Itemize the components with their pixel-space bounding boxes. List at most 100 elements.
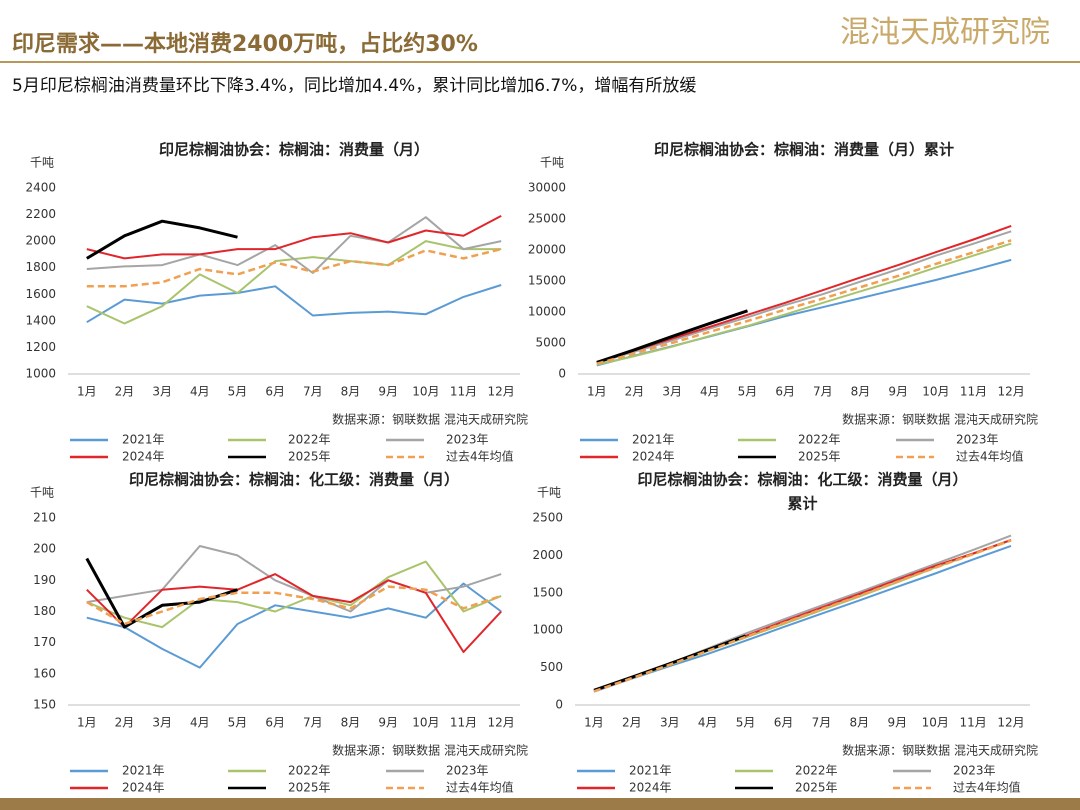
y-axis-label: 千吨 <box>540 156 564 170</box>
y-tick-label: 25000 <box>528 212 566 226</box>
y-tick-label: 1000 <box>532 623 563 637</box>
x-tick-label: 6月 <box>774 716 794 730</box>
x-tick-label: 2月 <box>622 716 642 730</box>
chart-subtitle: 累计 <box>787 495 817 513</box>
x-tick-label: 11月 <box>450 385 477 399</box>
x-tick-label: 10月 <box>922 716 949 730</box>
x-tick-label: 7月 <box>303 385 323 399</box>
legend-label: 过去4年均值 <box>446 780 514 795</box>
legend-label: 2022年 <box>798 433 841 447</box>
series-line <box>596 242 1012 366</box>
series-line <box>86 247 502 288</box>
series-line <box>86 582 502 669</box>
x-tick-label: 6月 <box>775 385 795 399</box>
series-line <box>86 573 502 653</box>
series-line <box>596 309 748 364</box>
legend-label: 2025年 <box>795 781 838 795</box>
y-tick-label: 1200 <box>25 340 56 354</box>
y-axis-label: 千吨 <box>537 486 561 500</box>
slide-title: 印尼需求——本地消费2400万吨，占比约30% <box>12 31 478 57</box>
x-tick-label: 3月 <box>660 716 680 730</box>
y-tick-label: 180 <box>33 604 56 618</box>
series-line <box>593 539 1012 693</box>
y-tick-label: 1500 <box>532 585 563 599</box>
x-tick-label: 4月 <box>190 716 210 730</box>
y-tick-label: 170 <box>33 635 56 649</box>
x-tick-label: 12月 <box>997 716 1024 730</box>
x-tick-label: 3月 <box>662 385 682 399</box>
series-line <box>86 560 502 629</box>
x-tick-label: 5月 <box>228 385 248 399</box>
x-tick-label: 10月 <box>412 716 439 730</box>
legend-label: 过去4年均值 <box>953 780 1021 795</box>
y-tick-label: 150 <box>33 698 56 712</box>
x-tick-label: 6月 <box>265 716 285 730</box>
y-tick-label: 1800 <box>25 260 56 274</box>
y-tick-label: 200 <box>33 542 56 556</box>
legend-label: 2022年 <box>288 764 331 778</box>
legend-label: 2023年 <box>446 764 489 778</box>
legend-label: 过去4年均值 <box>446 449 514 464</box>
legend-label: 2025年 <box>288 781 331 795</box>
x-tick-label: 12月 <box>488 385 515 399</box>
series-line <box>596 224 1012 363</box>
x-tick-label: 7月 <box>813 385 833 399</box>
y-tick-label: 190 <box>33 573 56 587</box>
x-tick-label: 9月 <box>378 716 398 730</box>
legend-label: 2025年 <box>288 450 331 464</box>
y-tick-label: 2200 <box>25 207 56 221</box>
x-tick-label: 1月 <box>77 385 97 399</box>
x-tick-label: 10月 <box>412 385 439 399</box>
logo: 混沌天成研究院 <box>840 15 1050 50</box>
legend-label: 2024年 <box>632 450 675 464</box>
legend-label: 2024年 <box>629 781 672 795</box>
y-tick-label: 1400 <box>25 313 56 327</box>
y-tick-label: 2000 <box>25 234 56 248</box>
y-tick-label: 1600 <box>25 287 56 301</box>
legend-label: 2024年 <box>122 781 165 795</box>
x-tick-label: 12月 <box>998 385 1025 399</box>
legend-label: 2021年 <box>122 764 165 778</box>
y-tick-label: 5000 <box>535 336 566 350</box>
x-tick-label: 5月 <box>738 385 758 399</box>
x-tick-label: 11月 <box>960 385 987 399</box>
x-tick-label: 9月 <box>378 385 398 399</box>
y-tick-label: 20000 <box>528 243 566 257</box>
x-tick-label: 5月 <box>228 716 248 730</box>
x-tick-label: 7月 <box>303 716 323 730</box>
series-line <box>86 284 502 324</box>
x-tick-label: 3月 <box>152 716 172 730</box>
chart-title: 印尼棕榈油协会：棕榈油：消费量（月）累计 <box>654 141 954 159</box>
y-axis-label: 千吨 <box>30 156 54 170</box>
x-tick-label: 8月 <box>850 716 870 730</box>
series-line <box>86 585 502 626</box>
source-note: 数据来源：钢联数据 混沌天成研究院 <box>842 743 1038 758</box>
chart-title: 印尼棕榈油协会：棕榈油：消费量（月） <box>159 141 429 159</box>
x-tick-label: 8月 <box>851 385 871 399</box>
y-tick-label: 2500 <box>532 511 563 525</box>
y-tick-label: 500 <box>540 660 563 674</box>
source-note: 数据来源：钢联数据 混沌天成研究院 <box>332 412 528 427</box>
y-tick-label: 0 <box>558 367 566 381</box>
legend-label: 2021年 <box>629 764 672 778</box>
x-tick-label: 4月 <box>698 716 718 730</box>
y-tick-label: 1000 <box>25 367 56 381</box>
x-tick-label: 1月 <box>584 716 604 730</box>
x-tick-label: 4月 <box>190 385 210 399</box>
x-tick-label: 2月 <box>115 716 135 730</box>
legend-label: 2023年 <box>956 433 999 447</box>
legend-label: 2024年 <box>122 450 165 464</box>
legend-label: 2022年 <box>795 764 838 778</box>
source-note: 数据来源：钢联数据 混沌天成研究院 <box>842 412 1038 427</box>
x-tick-label: 5月 <box>736 716 756 730</box>
y-axis-label: 千吨 <box>30 486 54 500</box>
x-tick-label: 1月 <box>77 716 97 730</box>
x-tick-label: 4月 <box>700 385 720 399</box>
legend-label: 2025年 <box>798 450 841 464</box>
y-tick-label: 10000 <box>528 305 566 319</box>
chart-title: 印尼棕榈油协会：棕榈油：化工级：消费量（月） <box>129 471 459 489</box>
x-tick-label: 8月 <box>341 385 361 399</box>
y-tick-label: 0 <box>555 698 563 712</box>
x-tick-label: 10月 <box>922 385 949 399</box>
